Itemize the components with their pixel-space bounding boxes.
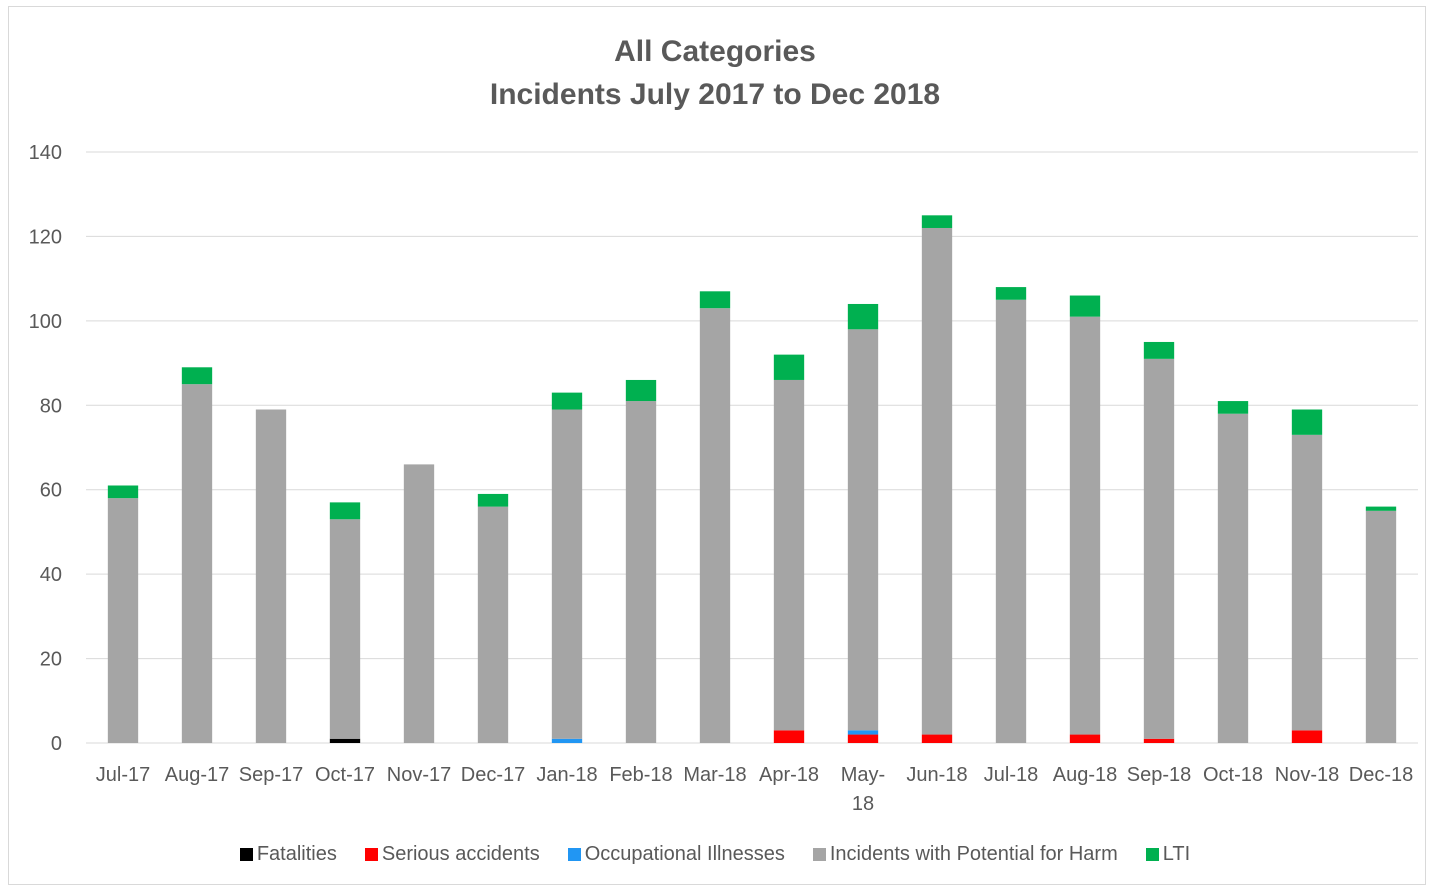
legend-swatch (364, 848, 378, 861)
bar-segment (847, 303, 879, 330)
x-axis-ticks: Jul-17 Aug-17 Sep-17 Oct-17 Nov-17 Dec-17 Jan-… (96, 764, 1413, 815)
bar-segment (181, 384, 213, 743)
legend-label: LTI (1162, 843, 1191, 865)
bar-segment (625, 401, 657, 743)
x-tick-label: Apr-18 (759, 764, 819, 786)
legend-swatch (567, 848, 581, 861)
bar-segment (1291, 409, 1323, 435)
x-tick-label: Oct-17 (315, 764, 375, 786)
legend-swatch (239, 848, 253, 861)
bar-segment (551, 392, 583, 410)
legend-item: Serious accidents (364, 843, 540, 866)
x-tick-label: May-18 (841, 764, 885, 815)
x-tick-label: Dec-18 (1349, 764, 1413, 786)
bar-segment (107, 485, 139, 499)
bar-segment (1143, 341, 1175, 359)
legend-swatch (812, 848, 826, 861)
chart-title: All Categories (614, 35, 816, 68)
legend-label: Occupational Illnesses (584, 843, 785, 865)
chart-legend: Fatalities Serious accidents Occupational … (0, 843, 1430, 866)
x-tick-label: Nov-18 (1275, 764, 1339, 786)
legend-item: Fatalities (239, 843, 337, 866)
x-tick-label: Sep-17 (239, 764, 304, 786)
legend-label: Fatalities (256, 843, 337, 865)
y-tick-label: 0 (51, 733, 62, 755)
x-tick-label: Feb-18 (609, 764, 672, 786)
x-tick-label: Jul-17 (96, 764, 150, 786)
gridlines (86, 151, 1418, 744)
bar-segment (1069, 295, 1101, 317)
x-tick-label: Mar-18 (683, 764, 746, 786)
bars (107, 215, 1397, 743)
bar-segment (1291, 434, 1323, 731)
bar-segment (329, 519, 361, 739)
x-tick-label: Aug-18 (1053, 764, 1118, 786)
bar-segment (995, 287, 1027, 300)
bar-segment (847, 730, 879, 735)
x-tick-label: Jun-18 (906, 764, 967, 786)
legend-item: Occupational Illnesses (567, 843, 785, 866)
y-tick-label: 60 (40, 480, 62, 502)
x-tick-label: Sep-18 (1127, 764, 1192, 786)
y-tick-label: 140 (29, 142, 62, 164)
bar-segment (1069, 316, 1101, 735)
x-tick-label: Aug-17 (165, 764, 230, 786)
y-tick-label: 100 (29, 311, 62, 333)
bar-segment (1217, 401, 1249, 414)
bar-segment (181, 367, 213, 385)
bar-segment (551, 409, 583, 739)
y-tick-label: 40 (40, 564, 62, 586)
x-tick-label: Jan-18 (536, 764, 597, 786)
bar-segment (773, 354, 805, 380)
bar-segment (477, 506, 509, 743)
bar-segment (699, 291, 731, 309)
bar-segment (403, 464, 435, 743)
chart-title-block: All Categories Incidents July 2017 to De… (0, 30, 1430, 116)
bar-segment (773, 730, 805, 743)
legend-item: Incidents with Potential for Harm (812, 843, 1118, 866)
x-tick-label: Jul-18 (984, 764, 1038, 786)
bar-segment (1143, 358, 1175, 739)
legend-item: LTI (1145, 843, 1191, 866)
bar-segment (921, 215, 953, 228)
bar-segment (921, 227, 953, 735)
bar-segment (1365, 506, 1397, 511)
bar-segment (329, 502, 361, 520)
legend-label: Incidents with Potential for Harm (829, 843, 1118, 865)
bar-segment (625, 379, 657, 402)
bar-segment (1365, 510, 1397, 743)
y-axis-ticks: 0 20 40 60 80 100 120 140 (29, 142, 62, 755)
bar-segment (1217, 413, 1249, 743)
y-tick-label: 20 (40, 649, 62, 671)
x-tick-label: Nov-17 (387, 764, 451, 786)
bar-segment (329, 738, 361, 743)
bar-segment (551, 738, 583, 743)
bar-segment (847, 329, 879, 731)
bar-segment (1069, 734, 1101, 743)
bar-segment (107, 498, 139, 743)
bar-segment (773, 379, 805, 731)
bar-segment (1291, 730, 1323, 743)
bar-segment (477, 493, 509, 507)
x-tick-label: Oct-18 (1203, 764, 1263, 786)
bar-segment (995, 299, 1027, 743)
bar-segment (255, 409, 287, 743)
bar-segment (699, 308, 731, 743)
bar-segment (921, 734, 953, 743)
bar-segment (1143, 738, 1175, 743)
x-tick-label: Dec-17 (461, 764, 525, 786)
y-tick-label: 80 (40, 395, 62, 417)
legend-swatch (1145, 848, 1159, 861)
chart-subtitle: Incidents July 2017 to Dec 2018 (489, 78, 941, 111)
bar-segment (847, 734, 879, 743)
legend-label: Serious accidents (381, 843, 540, 865)
y-tick-label: 120 (29, 226, 62, 248)
